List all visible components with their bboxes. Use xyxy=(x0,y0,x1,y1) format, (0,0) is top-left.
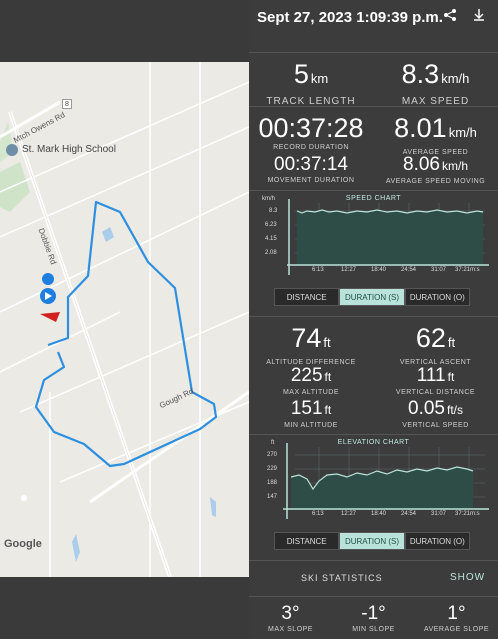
track-length-stat: 5 km TRACK LENGTH xyxy=(266,59,356,107)
tab-duration-s[interactable]: DURATION (S) xyxy=(339,532,405,550)
max-altitude-stat: 225 ft MAX ALTITUDE xyxy=(282,365,340,397)
tab-duration-o[interactable]: DURATION (O) xyxy=(404,532,470,550)
x-tick-label: 6:13 xyxy=(312,511,324,517)
average-speed-stat: 8.01 km/h AVERAGE SPEED xyxy=(394,113,477,156)
x-tick-label: 37:21m:s xyxy=(455,511,480,517)
speed-chart-tabs: DISTANCE DURATION (S) DURATION (O) xyxy=(274,288,470,306)
x-tick-label: 24:54 xyxy=(401,511,417,517)
x-tick-label: 31:07 xyxy=(431,511,447,517)
y-tick-label: 2.08 xyxy=(265,250,277,256)
share-icon[interactable] xyxy=(442,8,458,24)
speed-chart[interactable]: SPEED CHART km/h 8.3 6.23 4.15 2.08 6:13… xyxy=(257,193,490,277)
x-tick-label: 12:27 xyxy=(341,267,357,273)
y-tick-label: 229 xyxy=(267,466,278,472)
x-tick-label: 37:21m:s xyxy=(455,267,480,273)
tab-distance[interactable]: DISTANCE xyxy=(274,288,340,306)
y-tick-label: 270 xyxy=(267,452,278,458)
movement-duration-stat: 00:37:14 MOVEMENT DURATION xyxy=(267,154,355,185)
end-marker[interactable] xyxy=(40,312,60,322)
average-speed-moving-stat: 8.06 km/h AVERAGE SPEED MOVING xyxy=(385,154,486,186)
tab-distance[interactable]: DISTANCE xyxy=(274,532,340,550)
y-tick-label: 8.3 xyxy=(269,208,278,214)
stats-panel: Sept 27, 2023 1:09:39 p.m. 5 km TRACK LEN… xyxy=(249,0,498,639)
elevation-chart[interactable]: ELEVATION CHART ft 270 229 188 147 6:13 … xyxy=(267,439,489,519)
x-tick-label: 18:40 xyxy=(371,267,387,273)
x-tick-label: 24:54 xyxy=(401,267,417,273)
y-tick-label: 4.15 xyxy=(265,236,277,242)
x-tick-label: 18:40 xyxy=(371,511,387,517)
track-path xyxy=(34,200,218,468)
tab-duration-s[interactable]: DURATION (S) xyxy=(339,288,405,306)
max-slope-stat: 3° MAX SLOPE xyxy=(268,603,313,634)
vertical-ascent-stat: 62 ft VERTICAL ASCENT xyxy=(399,323,472,366)
tab-duration-o[interactable]: DURATION (O) xyxy=(404,288,470,306)
ski-statistics-title: SKI STATISTICS xyxy=(301,573,383,583)
y-tick-label: 6.23 xyxy=(265,222,277,228)
school-label: St. Mark High School xyxy=(22,144,116,155)
max-speed-stat: 8.3 km/h MAX SPEED xyxy=(401,59,470,107)
min-slope-stat: -1° MIN SLOPE xyxy=(352,603,395,634)
map-view[interactable]: Mtch Owens Rd St. Mark High School Dobbi… xyxy=(0,62,249,577)
y-tick-label: 147 xyxy=(267,494,278,500)
elevation-chart-tabs: DISTANCE DURATION (S) DURATION (O) xyxy=(274,532,470,550)
pond xyxy=(102,227,114,242)
x-tick-label: 31:07 xyxy=(431,267,447,273)
map-canvas xyxy=(0,62,249,577)
show-button[interactable]: SHOW xyxy=(450,572,486,583)
ski-statistics-row: SKI STATISTICS SHOW xyxy=(249,570,498,588)
record-duration-stat: 00:37:28 RECORD DURATION xyxy=(258,113,364,151)
vertical-speed-stat: 0.05 ft/s VERTICAL SPEED xyxy=(402,398,469,430)
page-title: Sept 27, 2023 1:09:39 p.m. xyxy=(257,9,443,26)
road-number-badge: 8 xyxy=(62,99,72,109)
x-tick-label: 6:13 xyxy=(312,267,324,273)
min-altitude-stat: 151 ft MIN ALTITUDE xyxy=(284,398,338,430)
vertical-distance-stat: 111 ft VERTICAL DISTANCE xyxy=(395,365,476,397)
average-slope-stat: 1° AVERAGE SLOPE xyxy=(423,603,490,634)
x-tick-label: 12:27 xyxy=(341,511,357,517)
google-logo: Google xyxy=(4,538,42,550)
y-tick-label: 188 xyxy=(267,480,278,486)
altitude-difference-stat: 74 ft ALTITUDE DIFFERENCE xyxy=(266,323,356,366)
download-icon[interactable] xyxy=(471,8,487,24)
